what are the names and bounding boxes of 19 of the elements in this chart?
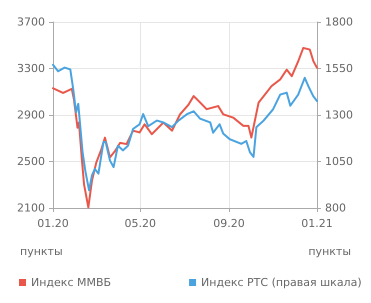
legend-label: Индекс РТС (правая шкала): [201, 276, 362, 289]
y2-axis-title: пункты: [308, 245, 352, 258]
y-tick-label: 3300: [17, 62, 45, 75]
y-tick-label: 2100: [17, 202, 45, 214]
legend-label: Индекс ММВБ: [31, 276, 112, 289]
y-axis-title: пункты: [20, 245, 63, 258]
y-tick-label: 2500: [17, 155, 45, 168]
line-series: [52, 64, 318, 192]
y2-tick-label: 1550: [325, 62, 353, 75]
x-tick-label: 01.20: [37, 217, 69, 230]
y-tick-label: 3700: [17, 16, 45, 28]
y2-tick-label: 1300: [325, 108, 353, 122]
x-tick-label: 09.20: [213, 217, 245, 230]
x-tick-label: 01.21: [301, 217, 333, 230]
y2-tick-label: 1050: [325, 155, 353, 168]
x-tick-label: 05.20: [124, 217, 156, 230]
y2-tick-label: 800: [325, 202, 346, 214]
y-tick-label: 2900: [17, 108, 45, 122]
y2-tick-label: 1800: [325, 16, 353, 28]
